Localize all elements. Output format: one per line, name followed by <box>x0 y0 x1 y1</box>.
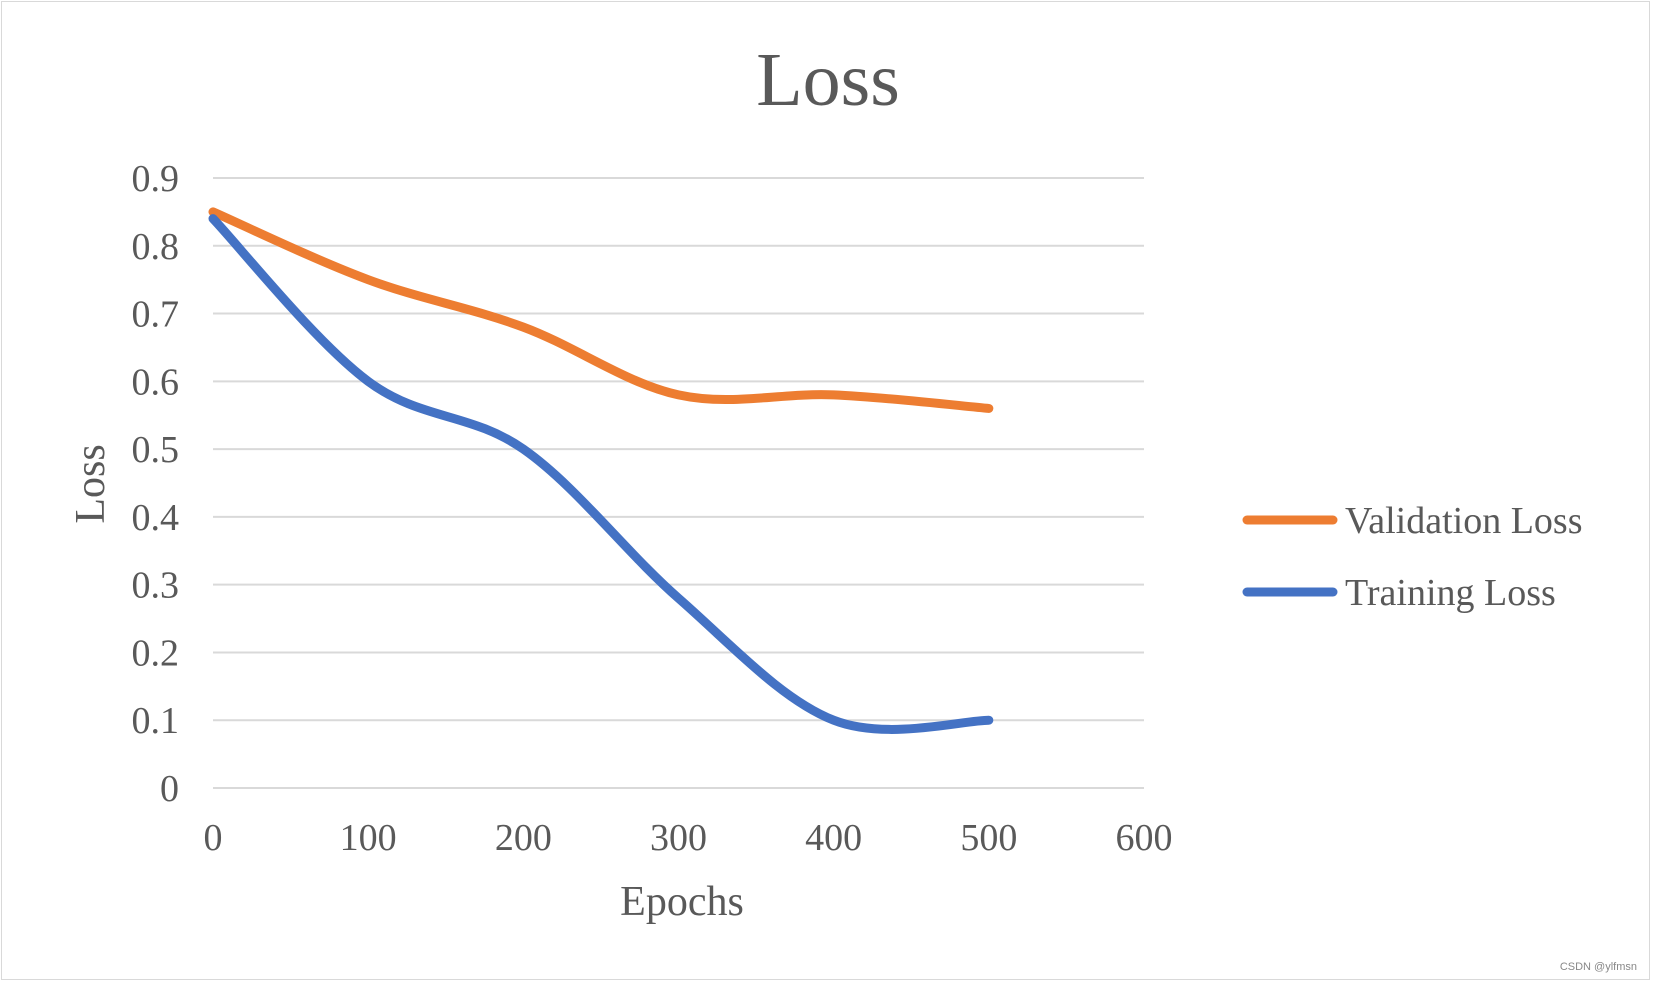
y-tick-label: 0.4 <box>132 497 180 539</box>
series-line-validation-loss <box>208 207 994 413</box>
legend-label: Training Loss <box>1345 572 1556 614</box>
x-tick-label: 100 <box>340 817 397 859</box>
y-tick-label: 0.3 <box>132 565 180 607</box>
x-axis-title: Epochs <box>620 879 744 925</box>
y-tick-label: 0.5 <box>132 429 180 471</box>
y-tick-label: 0.9 <box>132 158 180 200</box>
legend-label: Validation Loss <box>1345 500 1582 542</box>
y-axis-ticks: 0 0.1 0.2 0.3 0.4 0.5 0.6 0.7 0.8 0.9 <box>132 158 180 810</box>
x-tick-label: 200 <box>495 817 552 859</box>
watermark: CSDN @ylfmsn <box>1559 961 1637 973</box>
x-tick-label: 400 <box>805 817 862 859</box>
series-lines <box>208 207 994 734</box>
x-tick-label: 0 <box>204 817 223 859</box>
x-tick-label: 600 <box>1116 817 1173 859</box>
x-tick-label: 300 <box>650 817 707 859</box>
x-tick-label: 500 <box>960 817 1017 859</box>
y-tick-label: 0.6 <box>132 361 180 403</box>
y-tick-label: 0.1 <box>132 700 180 742</box>
y-tick-label: 0.8 <box>132 226 180 268</box>
legend: Validation Loss Training Loss <box>1242 500 1582 614</box>
chart-title: Loss <box>756 38 900 122</box>
y-axis-title: Loss <box>68 444 114 523</box>
x-axis-ticks: 0 100 200 300 400 500 600 <box>204 817 1173 859</box>
y-tick-label: 0.7 <box>132 294 180 336</box>
y-tick-label: 0.2 <box>132 632 180 674</box>
series-line-training-loss <box>208 214 994 734</box>
y-tick-label: 0 <box>160 768 179 810</box>
